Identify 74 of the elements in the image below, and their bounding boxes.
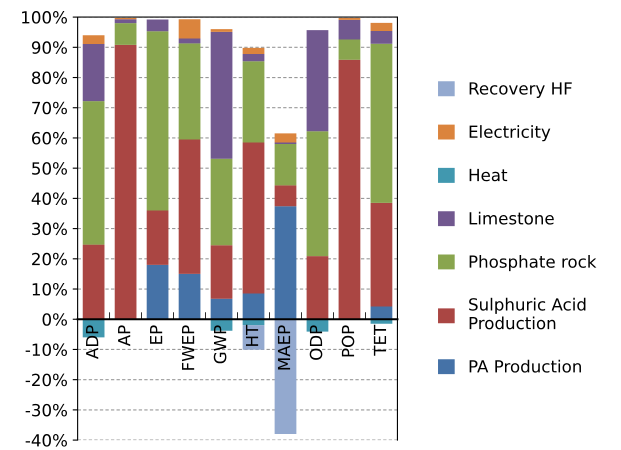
x-tick-label: ODP	[310, 325, 322, 360]
legend-label: Sulphuric Acid Production	[469, 298, 586, 330]
bar	[338, 20, 360, 40]
x-tick-label: TET	[374, 324, 386, 356]
bar	[242, 294, 264, 320]
bar	[306, 30, 328, 132]
y-tick-label: -20%	[26, 374, 67, 386]
y-tick-label: 70%	[32, 102, 67, 114]
bar	[242, 48, 264, 54]
bar	[210, 32, 232, 159]
bar	[370, 31, 392, 44]
y-tick-label: -30%	[26, 404, 67, 416]
bar	[178, 274, 200, 320]
bar	[306, 256, 328, 320]
bar	[114, 44, 136, 320]
bar	[146, 210, 168, 265]
bar	[146, 264, 168, 320]
x-tick-label: FWEP	[182, 325, 194, 370]
legend-label: Heat	[470, 168, 508, 182]
bar	[82, 244, 104, 320]
x-tick-label: HT	[246, 324, 258, 346]
x-tick-label: ADP	[86, 325, 98, 359]
bar	[370, 22, 392, 31]
bar	[274, 206, 296, 320]
bar	[338, 39, 360, 60]
bar	[178, 43, 200, 140]
bar	[178, 38, 200, 44]
x-tick-label: MAEP	[278, 325, 290, 370]
y-tick-label: -10%	[26, 343, 67, 356]
bar	[82, 44, 104, 102]
bar	[82, 101, 104, 245]
bar	[370, 306, 392, 320]
bar	[338, 60, 360, 320]
y-tick-label: 30%	[32, 222, 67, 236]
bar	[242, 61, 264, 142]
bar	[370, 44, 392, 203]
bar	[242, 142, 264, 294]
x-tick-label: POP	[342, 325, 354, 356]
legend-label: Recovery HF	[470, 82, 572, 98]
bar	[114, 19, 136, 24]
legend-label: Phosphate rock	[470, 255, 596, 272]
bar	[146, 20, 168, 32]
y-tick-label: 20%	[32, 252, 67, 266]
bar	[210, 29, 232, 32]
bar	[274, 185, 296, 206]
bar	[274, 319, 296, 434]
bar	[370, 202, 392, 307]
y-tick-label: -40%	[26, 434, 67, 447]
y-tick-label: 0%	[42, 313, 67, 326]
y-tick-label: 40%	[32, 192, 67, 205]
bar	[210, 158, 232, 246]
bar	[178, 19, 200, 39]
y-tick-label: 60%	[32, 132, 67, 145]
bar	[178, 139, 200, 274]
bar	[306, 131, 328, 256]
bar	[242, 54, 264, 62]
x-tick-label: EP	[150, 325, 162, 344]
x-tick-label: GWP	[214, 325, 226, 364]
y-tick-label: 50%	[32, 162, 67, 175]
bar	[274, 133, 296, 142]
legend-label: PA Production	[470, 360, 581, 373]
bar	[274, 144, 296, 186]
bar	[210, 245, 232, 299]
bar	[82, 35, 104, 44]
bar	[114, 23, 136, 45]
legend-label: Limestone	[470, 212, 554, 225]
x-tick-label: AP	[118, 325, 130, 346]
bar	[210, 298, 232, 320]
legend-label: Electricity	[470, 125, 550, 142]
y-tick-label: 80%	[32, 71, 67, 84]
y-tick-label: 90%	[32, 41, 67, 54]
bar	[146, 31, 168, 210]
y-tick-label: 100%	[22, 11, 67, 24]
y-tick-label: 10%	[32, 282, 67, 296]
